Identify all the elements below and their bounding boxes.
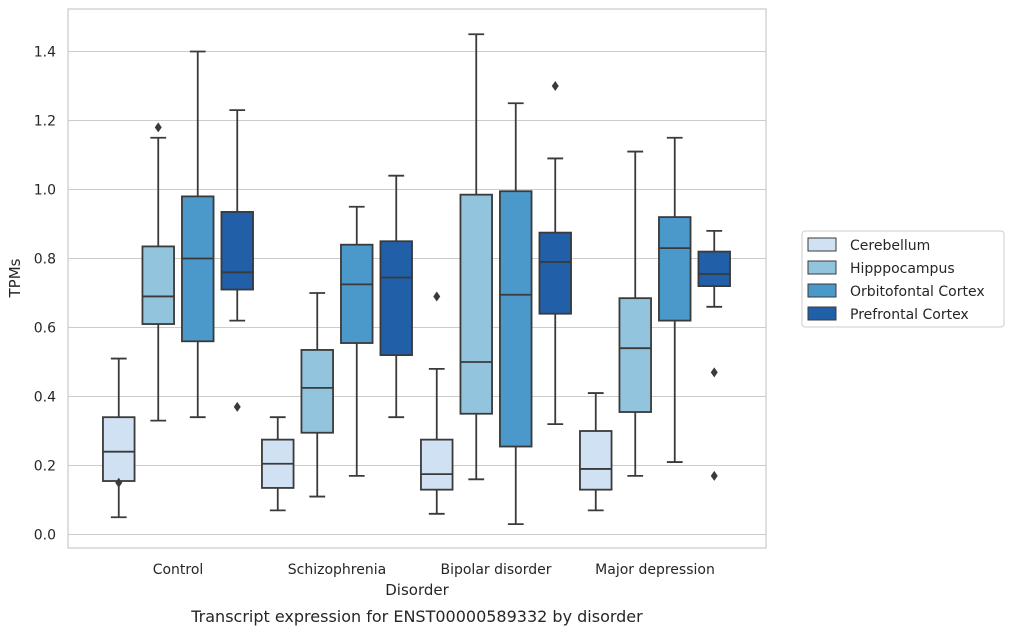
box-orbitofontal-cortex bbox=[499, 102, 533, 526]
legend-swatch bbox=[807, 237, 837, 252]
box-orbitofontal-cortex bbox=[658, 136, 692, 463]
box-hipppocampus bbox=[300, 292, 334, 498]
box-cerebellum bbox=[579, 392, 613, 512]
outlier-point bbox=[233, 401, 241, 412]
iqr-box bbox=[697, 250, 731, 288]
y-tick-label: 0.8 bbox=[34, 252, 56, 268]
legend-swatch bbox=[807, 283, 837, 298]
iqr-box bbox=[538, 231, 572, 315]
legend-swatch bbox=[807, 260, 837, 275]
x-axis-label: Disorder bbox=[385, 581, 449, 599]
box-orbitofontal-cortex bbox=[181, 50, 215, 419]
box-orbitofontal-cortex bbox=[340, 205, 374, 477]
box-cerebellum bbox=[261, 416, 295, 512]
x-tick-label: Major depression bbox=[595, 562, 715, 578]
x-tick-label: Bipolar disorder bbox=[440, 562, 551, 578]
iqr-box bbox=[300, 349, 334, 434]
legend-label: Hipppocampus bbox=[850, 261, 955, 277]
y-axis-label: TPMs bbox=[6, 258, 24, 298]
legend-label: Orbitofontal Cortex bbox=[850, 284, 985, 300]
box-prefrontal-cortex bbox=[379, 174, 413, 419]
legend-label: Prefrontal Cortex bbox=[850, 307, 969, 323]
x-tick-label: Schizophrenia bbox=[288, 562, 386, 578]
box-cerebellum bbox=[420, 291, 454, 515]
iqr-box bbox=[579, 430, 613, 491]
x-tick-label: Control bbox=[153, 562, 204, 578]
legend-frame bbox=[801, 230, 1005, 328]
plot-frame bbox=[67, 8, 767, 549]
figure-caption: Transcript expression for ENST0000058933… bbox=[190, 607, 643, 626]
y-tick-label: 0.6 bbox=[34, 321, 56, 337]
legend-swatch bbox=[807, 306, 837, 321]
iqr-box bbox=[340, 243, 374, 344]
outlier-point bbox=[710, 470, 718, 481]
y-tick-label: 1.0 bbox=[34, 183, 56, 199]
y-tick-labels: 0.0 0.2 0.4 0.6 0.8 1.0 1.2 1.4 bbox=[34, 45, 56, 544]
outlier-point bbox=[115, 477, 123, 488]
iqr-box bbox=[181, 195, 215, 343]
iqr-box bbox=[379, 240, 413, 356]
outlier-point bbox=[710, 367, 718, 378]
y-tick-label: 1.4 bbox=[34, 45, 56, 61]
iqr-box bbox=[102, 416, 136, 482]
box-hipppocampus bbox=[141, 122, 175, 422]
iqr-box bbox=[618, 297, 652, 413]
iqr-box bbox=[141, 245, 175, 325]
y-tick-label: 0.4 bbox=[34, 390, 56, 406]
legend: Cerebellum Hipppocampus Orbitofontal Corte… bbox=[801, 230, 1005, 328]
iqr-box bbox=[420, 438, 454, 491]
box-layer bbox=[102, 33, 731, 526]
outlier-point bbox=[551, 81, 559, 91]
iqr-box bbox=[220, 211, 254, 291]
iqr-box bbox=[499, 190, 533, 448]
box-prefrontal-cortex bbox=[220, 109, 254, 412]
y-tick-label: 1.2 bbox=[34, 114, 56, 130]
iqr-box bbox=[658, 216, 692, 322]
box-prefrontal-cortex bbox=[697, 229, 731, 481]
y-tick-label: 0.2 bbox=[34, 459, 56, 475]
y-tick-label: 0.0 bbox=[34, 528, 56, 544]
box-cerebellum bbox=[102, 357, 136, 519]
outlier-point bbox=[154, 122, 162, 133]
x-tick-labels: Control Schizophrenia Bipolar disorder Majo… bbox=[153, 562, 715, 578]
box-hipppocampus bbox=[459, 33, 493, 481]
outlier-point bbox=[433, 291, 441, 302]
box-prefrontal-cortex bbox=[538, 81, 572, 426]
legend-label: Cerebellum bbox=[850, 238, 930, 254]
iqr-box bbox=[459, 193, 493, 415]
box-hipppocampus bbox=[618, 150, 652, 477]
